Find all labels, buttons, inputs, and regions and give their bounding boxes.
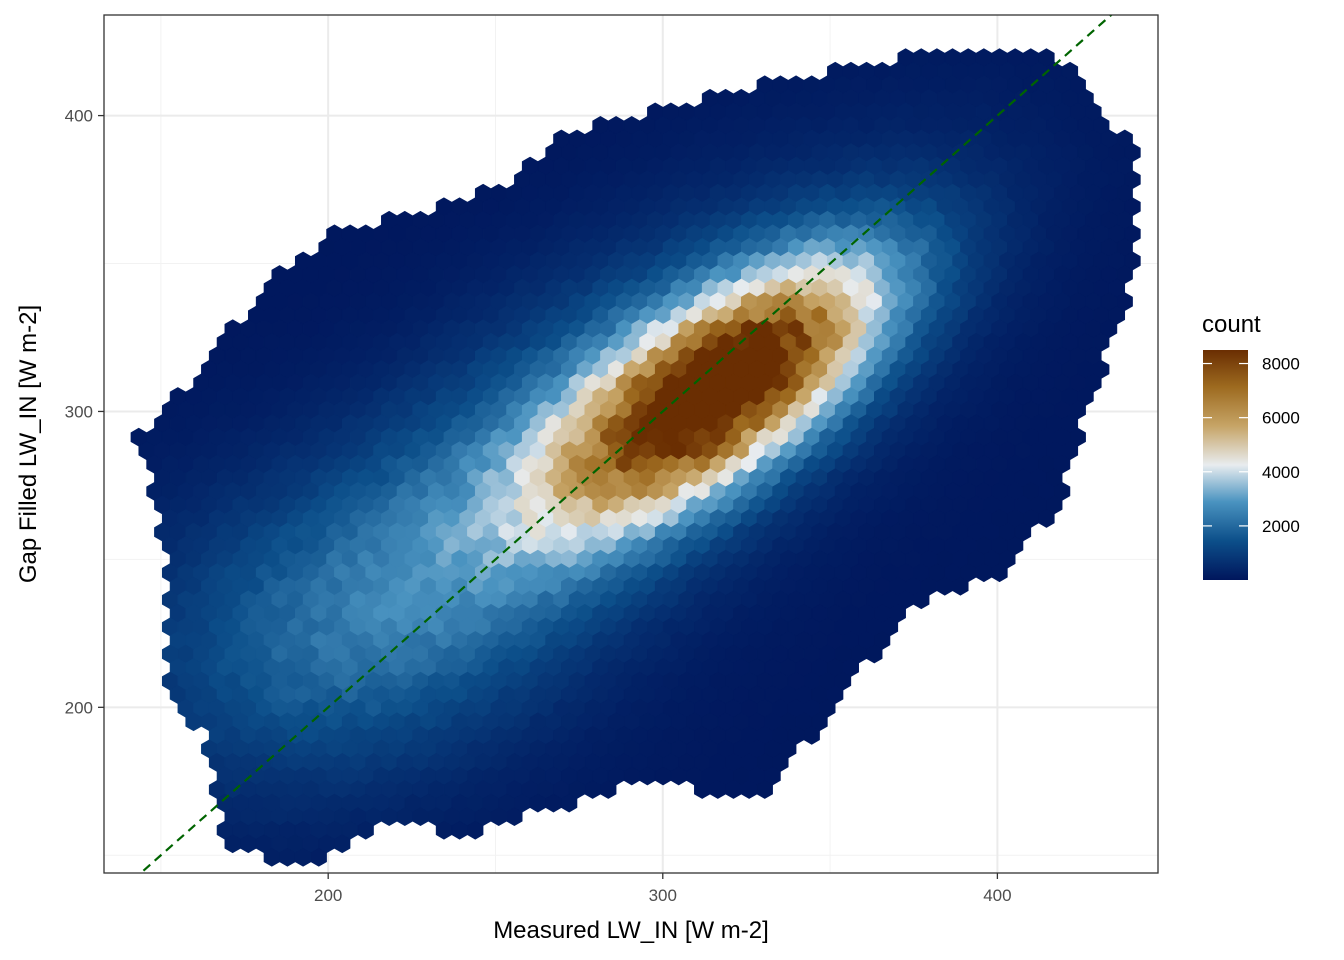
reference-line-group	[139, 15, 1113, 873]
x-tick-label: 300	[649, 886, 677, 905]
hexbin-cell	[803, 725, 820, 745]
legend-tick-label: 4000	[1262, 463, 1300, 482]
legend-colorbar	[1203, 350, 1248, 580]
x-axis: 200 300 400	[314, 873, 1012, 905]
x-axis-title: Measured LW_IN [W m-2]	[493, 917, 769, 944]
one-to-one-line	[139, 15, 1113, 873]
hexbin-cell	[467, 820, 484, 840]
hexbin-cell	[866, 644, 883, 664]
hexbin-cell	[310, 847, 327, 867]
y-tick-label: 200	[65, 698, 93, 717]
legend: count 2000 4000 6000 8000	[1202, 311, 1300, 580]
y-tick-label: 300	[65, 402, 93, 421]
legend-ticks: 2000 4000 6000 8000	[1203, 355, 1300, 536]
hexbin-cell	[991, 563, 1008, 583]
legend-tick-label: 8000	[1262, 355, 1300, 374]
legend-tick-label: 6000	[1262, 409, 1300, 428]
x-tick-label: 400	[983, 886, 1011, 905]
hexbin-cell	[561, 793, 578, 813]
plot-border	[103, 14, 1159, 874]
hexbin-cell	[756, 780, 773, 799]
legend-title: count	[1202, 311, 1261, 338]
y-tick-label: 400	[65, 107, 93, 126]
legend-tick-label: 2000	[1262, 517, 1300, 536]
y-axis-title: Gap Filled LW_IN [W m-2]	[15, 305, 42, 583]
hexbin-cell	[334, 834, 351, 854]
hexbin-cells	[130, 48, 1141, 867]
hexbin-cell	[1038, 509, 1055, 528]
hexbin-cell	[357, 820, 374, 840]
hexbin-cell	[952, 576, 969, 596]
y-axis: 200 300 400	[65, 107, 104, 717]
x-tick-label: 200	[314, 886, 342, 905]
hexbin-cell	[506, 807, 523, 827]
hexbin-cell	[913, 590, 930, 610]
hexbin-cell	[600, 780, 617, 799]
